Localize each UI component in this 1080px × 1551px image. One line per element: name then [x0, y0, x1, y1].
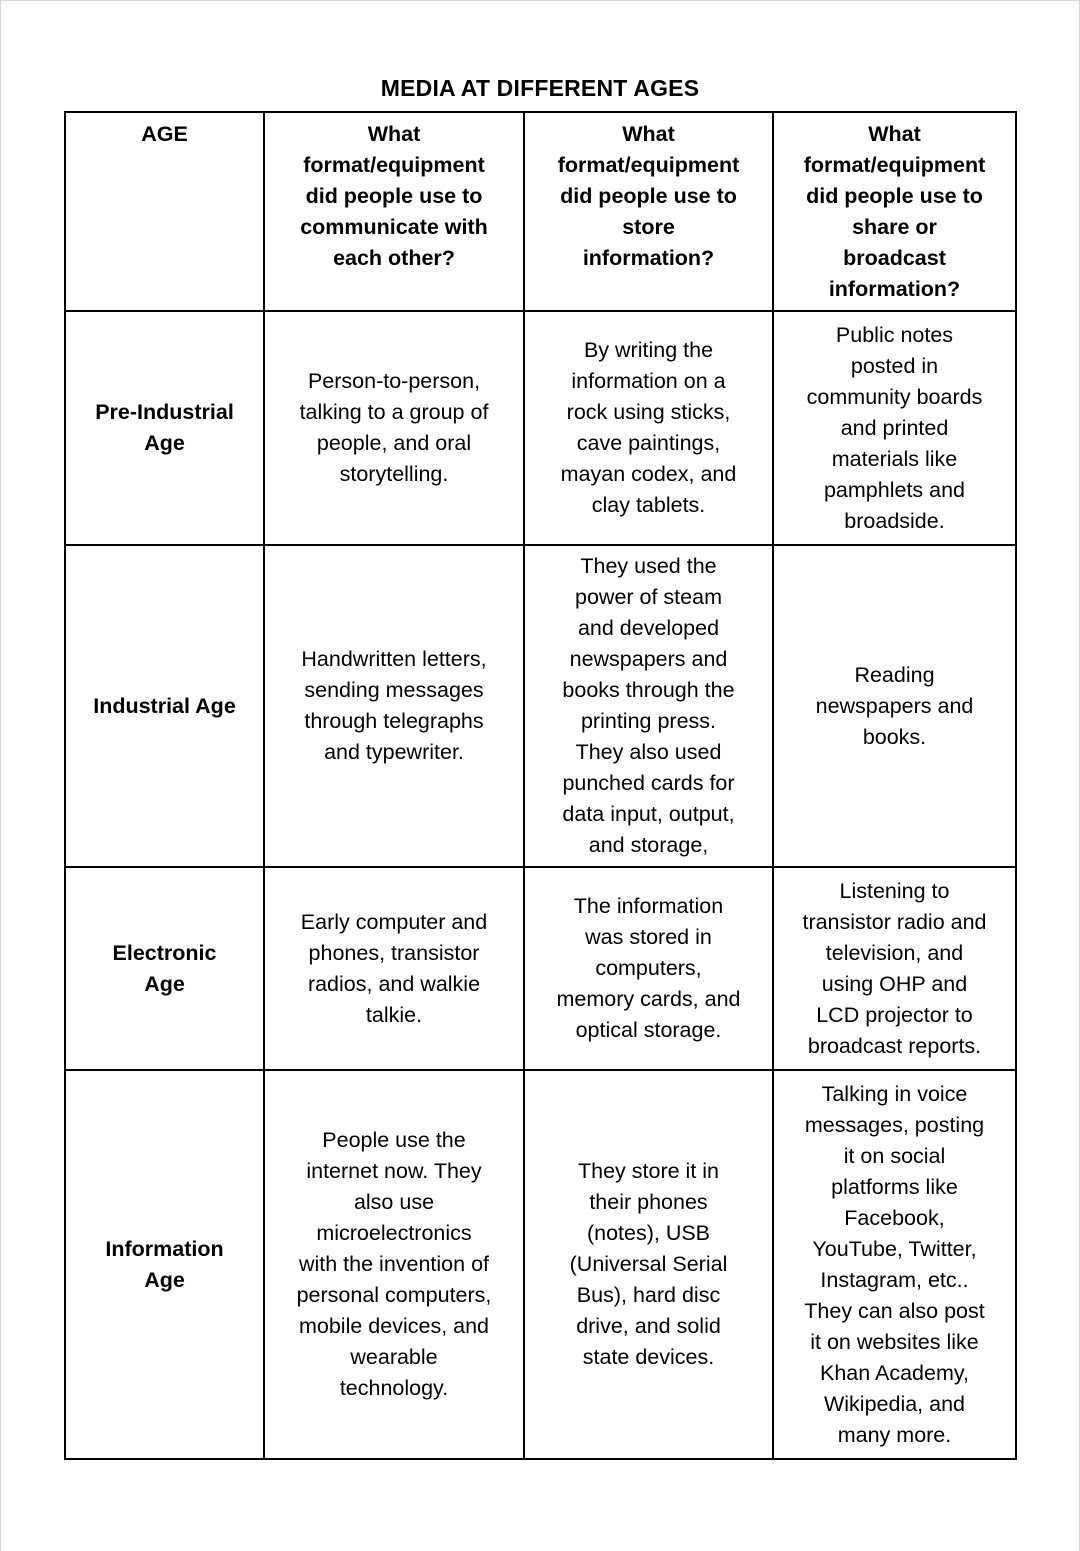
- row-header-industrial: Industrial Age: [64, 544, 265, 868]
- cell-industrial-communicate: Handwritten letters, sending messages th…: [263, 544, 525, 868]
- cell-information-store: They store it in their phones (notes), U…: [523, 1069, 774, 1460]
- cell-information-share: Talking in voice messages, posting it on…: [772, 1069, 1017, 1460]
- cell-electronic-communicate: Early computer and phones, transistor ra…: [263, 866, 525, 1071]
- cell-information-communicate: People use the internet now. They also u…: [263, 1069, 525, 1460]
- table-row-information: Information Age People use the internet …: [64, 1069, 1017, 1460]
- column-header-age: AGE: [64, 111, 265, 312]
- media-ages-table: AGE What format/equipment did people use…: [64, 111, 1017, 1460]
- document-title: MEDIA AT DIFFERENT AGES: [380, 75, 700, 101]
- table-header-row: AGE What format/equipment did people use…: [64, 111, 1017, 312]
- cell-industrial-share: Reading newspapers and books.: [772, 544, 1017, 868]
- column-header-store: What format/equipment did people use to …: [523, 111, 774, 312]
- cell-industrial-store: They used the power of steam and develop…: [523, 544, 774, 868]
- row-header-information: Information Age: [64, 1069, 265, 1460]
- cell-pre-industrial-communicate: Person-to-person, talking to a group of …: [263, 310, 525, 546]
- cell-electronic-share: Listening to transistor radio and televi…: [772, 866, 1017, 1071]
- table-row-pre-industrial: Pre-Industrial Age Person-to-person, tal…: [64, 310, 1017, 546]
- column-header-share: What format/equipment did people use to …: [772, 111, 1017, 312]
- table-row-electronic: Electronic Age Early computer and phones…: [64, 866, 1017, 1071]
- table-row-industrial: Industrial Age Handwritten letters, send…: [64, 544, 1017, 868]
- row-header-electronic: Electronic Age: [64, 866, 265, 1071]
- row-header-pre-industrial: Pre-Industrial Age: [64, 310, 265, 546]
- cell-pre-industrial-store: By writing the information on a rock usi…: [523, 310, 774, 546]
- cell-electronic-store: The information was stored in computers,…: [523, 866, 774, 1071]
- column-header-communicate: What format/equipment did people use to …: [263, 111, 525, 312]
- cell-pre-industrial-share: Public notes posted in community boards …: [772, 310, 1017, 546]
